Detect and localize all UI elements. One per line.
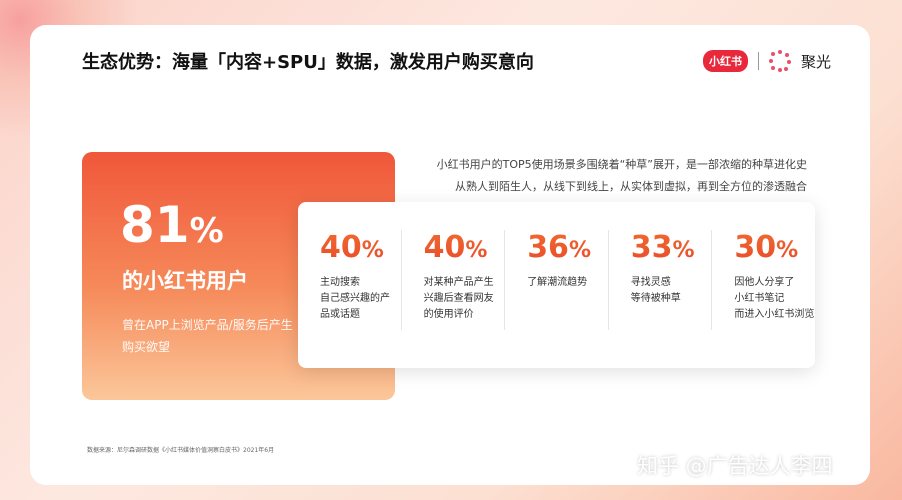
highlight-description: 曾在APP上浏览产品/服务后产生购买欲望 xyxy=(122,318,293,354)
data-source: 数据来源：尼尔森调研数据《小红书媒体价值洞察白皮书》2021年6月 xyxy=(87,447,275,454)
stats-panel: 40% 主动搜索 自己感兴趣的产 品或话题 40% 对某种产品产生 兴趣后查看网友 … xyxy=(298,202,815,368)
highlight-value: 81% xyxy=(120,196,224,254)
intro-line: 从熟人到陌生人，从线下到线上，从实体到虚拟，再到全方位的渗透融合 xyxy=(455,180,807,193)
juguang-logo-icon xyxy=(769,50,791,72)
page-title: 生态优势：海量「内容+SPU」数据，激发用户购买意向 xyxy=(82,52,534,73)
intro-text: 小红书用户的TOP5使用场景多围绕着“种草”展开，是一部浓缩的种草进化史 从熟人… xyxy=(437,154,807,198)
stat-item: 30% 因他人分享了 小红书笔记 而进入小红书浏览 xyxy=(711,230,815,330)
xiaohongshu-logo: 小红书 xyxy=(703,50,748,72)
stat-item: 40% 对某种产品产生 兴趣后查看网友 的使用评价 xyxy=(400,230,505,330)
logo-group: 小红书 聚光 xyxy=(703,50,831,72)
watermark: 知乎 @广告达人李四 xyxy=(637,454,833,478)
highlight-subtitle: 的小红书用户 xyxy=(122,269,248,293)
divider xyxy=(758,52,759,70)
intro-line: 小红书用户的TOP5使用场景多围绕着“种草”展开，是一部浓缩的种草进化史 xyxy=(436,158,807,171)
juguang-brand: 聚光 xyxy=(801,52,832,71)
stat-item: 40% 主动搜索 自己感兴趣的产 品或话题 xyxy=(298,230,401,330)
stat-item: 33% 寻找灵感 等待被种草 xyxy=(607,230,712,330)
stat-item: 36% 了解潮流趋势 xyxy=(504,230,608,330)
